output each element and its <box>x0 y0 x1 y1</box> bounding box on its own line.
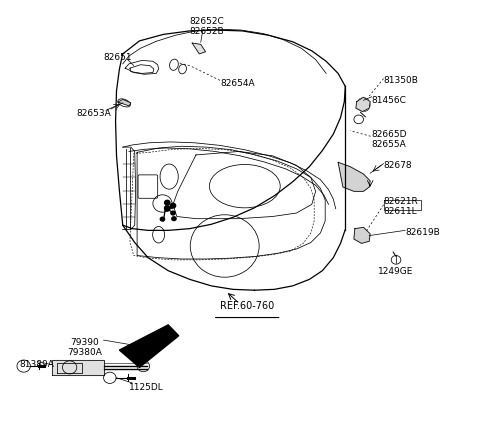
Circle shape <box>170 211 176 216</box>
Text: 82652C
82652B: 82652C 82652B <box>189 17 224 36</box>
Circle shape <box>171 217 177 222</box>
Text: 82651: 82651 <box>104 53 132 62</box>
Text: 81389A: 81389A <box>19 359 54 368</box>
Circle shape <box>164 200 170 206</box>
Polygon shape <box>192 44 205 55</box>
Text: 82665D
82655A: 82665D 82655A <box>372 130 407 148</box>
Polygon shape <box>354 228 370 244</box>
Polygon shape <box>338 163 370 192</box>
Text: 79390
79380A: 79390 79380A <box>67 337 102 356</box>
Text: 82621R
82611L: 82621R 82611L <box>384 197 419 216</box>
Polygon shape <box>118 100 131 107</box>
Polygon shape <box>356 98 370 112</box>
Circle shape <box>159 217 165 222</box>
Text: 82678: 82678 <box>384 161 412 170</box>
Text: 81350B: 81350B <box>384 76 419 85</box>
Text: 82653A: 82653A <box>77 108 111 118</box>
Circle shape <box>169 203 176 209</box>
Polygon shape <box>52 361 104 375</box>
Text: REF.60-760: REF.60-760 <box>220 301 274 311</box>
Text: 81456C: 81456C <box>372 96 407 105</box>
Text: 1125DL: 1125DL <box>129 382 164 391</box>
Text: 1249GE: 1249GE <box>378 266 413 276</box>
Text: 82619B: 82619B <box>405 228 440 237</box>
Circle shape <box>164 206 170 212</box>
Text: 82654A: 82654A <box>221 79 255 87</box>
Polygon shape <box>120 325 179 368</box>
